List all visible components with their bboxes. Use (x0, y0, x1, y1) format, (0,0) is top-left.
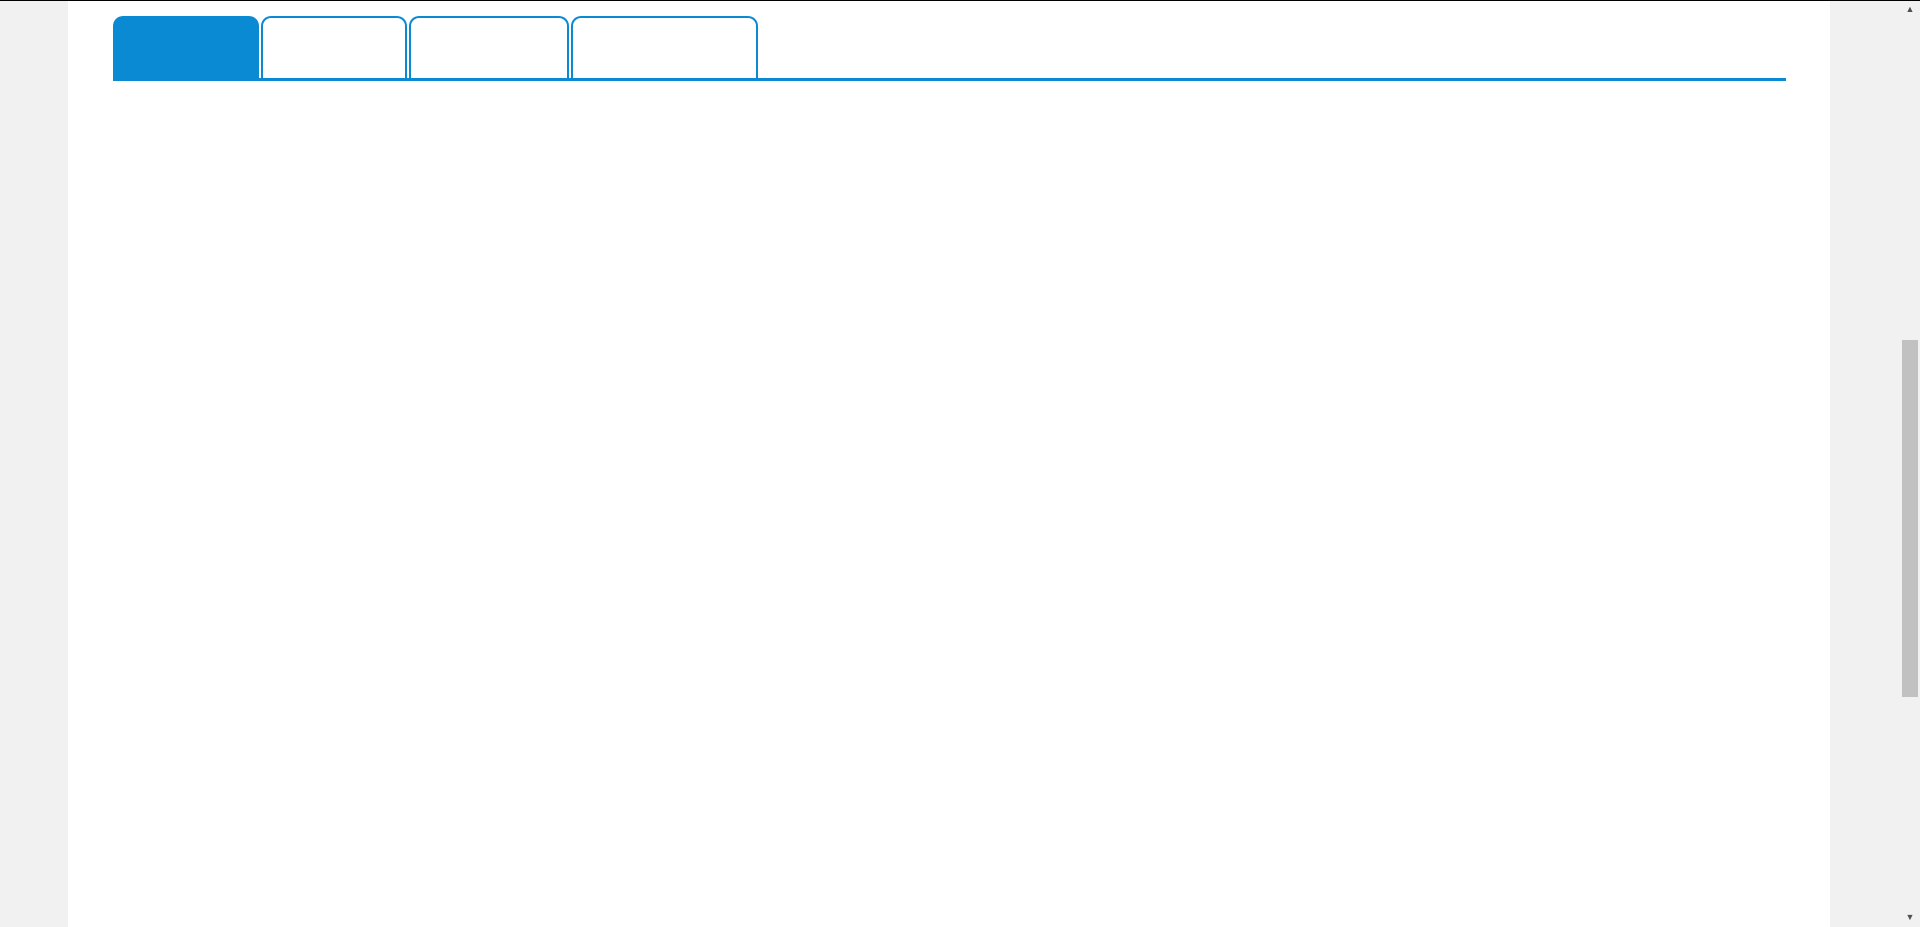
window-top-border (0, 0, 1920, 1)
tickets-bar-chart (68, 1, 1830, 927)
tab-bar (113, 16, 1786, 81)
scroll-up-icon[interactable]: ▲ (1905, 4, 1915, 14)
scrollbar-thumb[interactable] (1902, 340, 1918, 697)
page-content (68, 1, 1830, 927)
tab-opmerkingen[interactable] (409, 16, 569, 78)
tab-contactpersonen[interactable] (571, 16, 758, 78)
tab-underline (113, 78, 1786, 81)
scroll-down-icon[interactable]: ▼ (1905, 912, 1915, 922)
tab-open-issues[interactable] (261, 16, 407, 78)
tab-uren-report[interactable] (113, 16, 259, 78)
